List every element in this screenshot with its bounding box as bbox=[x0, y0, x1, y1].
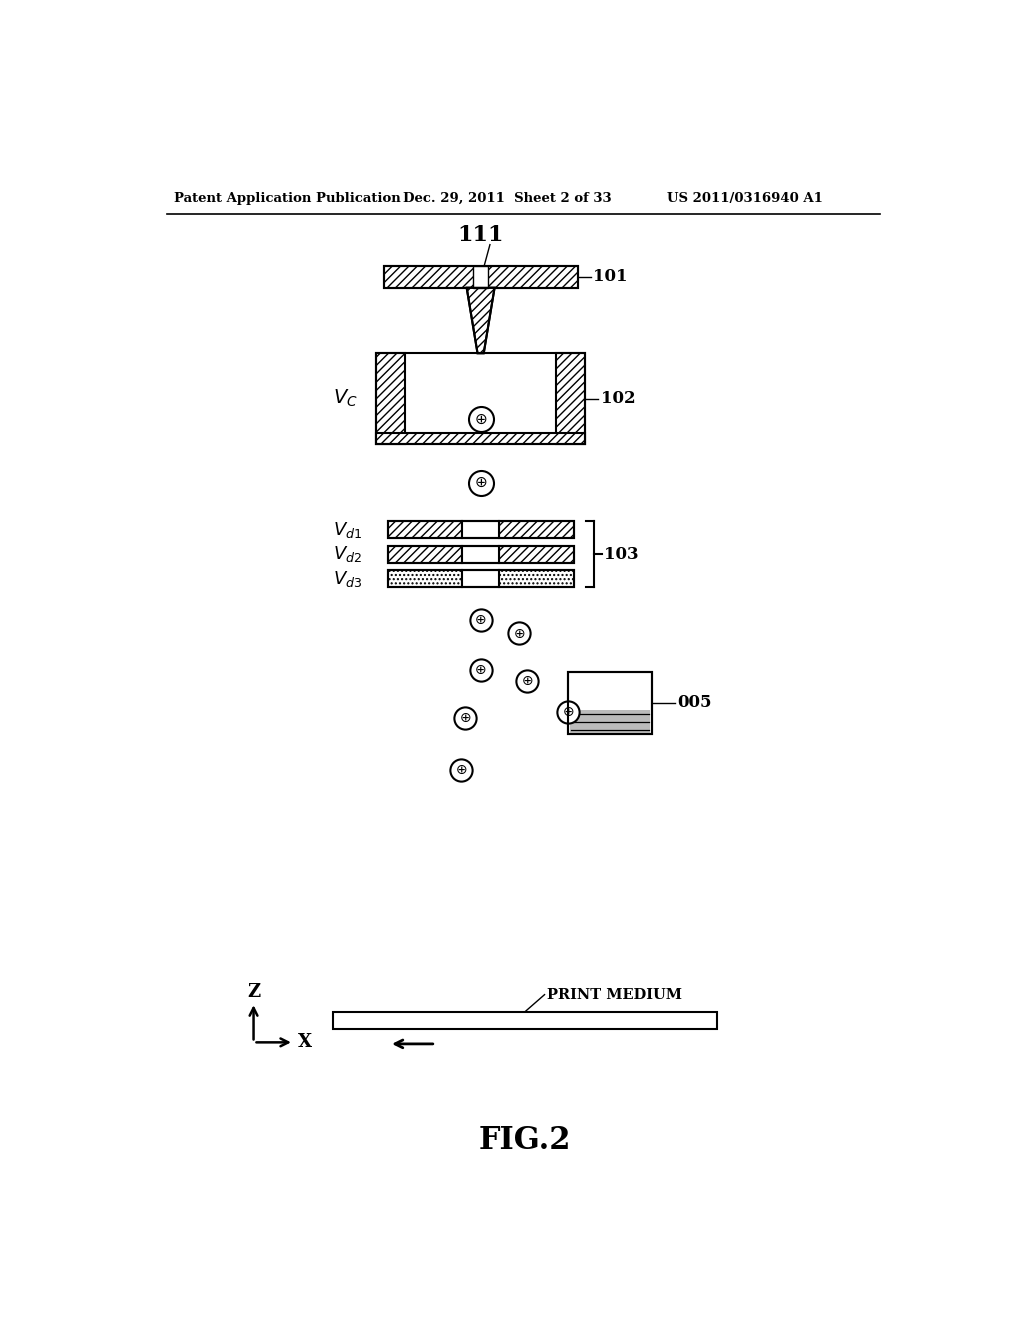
Text: $V_{d3}$: $V_{d3}$ bbox=[334, 569, 362, 589]
Text: 102: 102 bbox=[601, 391, 635, 407]
Bar bbox=[388, 570, 462, 587]
Bar bbox=[462, 570, 500, 587]
Text: 111: 111 bbox=[458, 224, 504, 247]
Polygon shape bbox=[467, 288, 495, 354]
Bar bbox=[568, 672, 652, 734]
Text: ⊕: ⊕ bbox=[460, 711, 471, 725]
Text: $V_C$: $V_C$ bbox=[334, 388, 358, 409]
Bar bbox=[388, 545, 573, 562]
Bar bbox=[384, 267, 578, 288]
Bar bbox=[388, 545, 462, 562]
Text: ⊕: ⊕ bbox=[456, 763, 467, 776]
Text: PRINT MEDIUM: PRINT MEDIUM bbox=[547, 987, 682, 1002]
Bar bbox=[473, 267, 488, 288]
Text: Dec. 29, 2011  Sheet 2 of 33: Dec. 29, 2011 Sheet 2 of 33 bbox=[403, 191, 611, 205]
Bar bbox=[500, 545, 573, 562]
Bar bbox=[376, 354, 406, 444]
Text: ⊕: ⊕ bbox=[514, 627, 525, 640]
Text: ⊕: ⊕ bbox=[475, 612, 486, 627]
Bar bbox=[376, 433, 586, 444]
Bar bbox=[462, 521, 500, 539]
Text: ⊕: ⊕ bbox=[521, 675, 532, 688]
Bar bbox=[376, 354, 586, 444]
Bar bbox=[500, 521, 573, 539]
Text: FIG.2: FIG.2 bbox=[478, 1125, 571, 1155]
Text: US 2011/0316940 A1: US 2011/0316940 A1 bbox=[667, 191, 822, 205]
Text: Z: Z bbox=[247, 982, 260, 1001]
Text: ⊕: ⊕ bbox=[475, 663, 486, 677]
Bar bbox=[568, 672, 652, 734]
Text: 005: 005 bbox=[678, 694, 712, 711]
Bar bbox=[462, 545, 500, 562]
Text: ⊕: ⊕ bbox=[474, 475, 487, 490]
Text: X: X bbox=[298, 1034, 311, 1051]
Bar bbox=[384, 267, 578, 288]
Text: 103: 103 bbox=[604, 545, 639, 562]
Bar bbox=[500, 570, 573, 587]
Text: $V_{d1}$: $V_{d1}$ bbox=[334, 520, 362, 540]
Text: ⊕: ⊕ bbox=[562, 705, 574, 719]
Text: $V_{d2}$: $V_{d2}$ bbox=[334, 544, 362, 564]
Text: Patent Application Publication: Patent Application Publication bbox=[174, 191, 401, 205]
Bar bbox=[334, 1011, 717, 1028]
Bar bbox=[388, 521, 462, 539]
Text: 101: 101 bbox=[593, 268, 628, 285]
Text: ⊕: ⊕ bbox=[474, 412, 487, 426]
Bar bbox=[556, 354, 586, 444]
Bar bbox=[388, 521, 573, 539]
Bar bbox=[388, 570, 573, 587]
Bar bbox=[569, 710, 650, 734]
